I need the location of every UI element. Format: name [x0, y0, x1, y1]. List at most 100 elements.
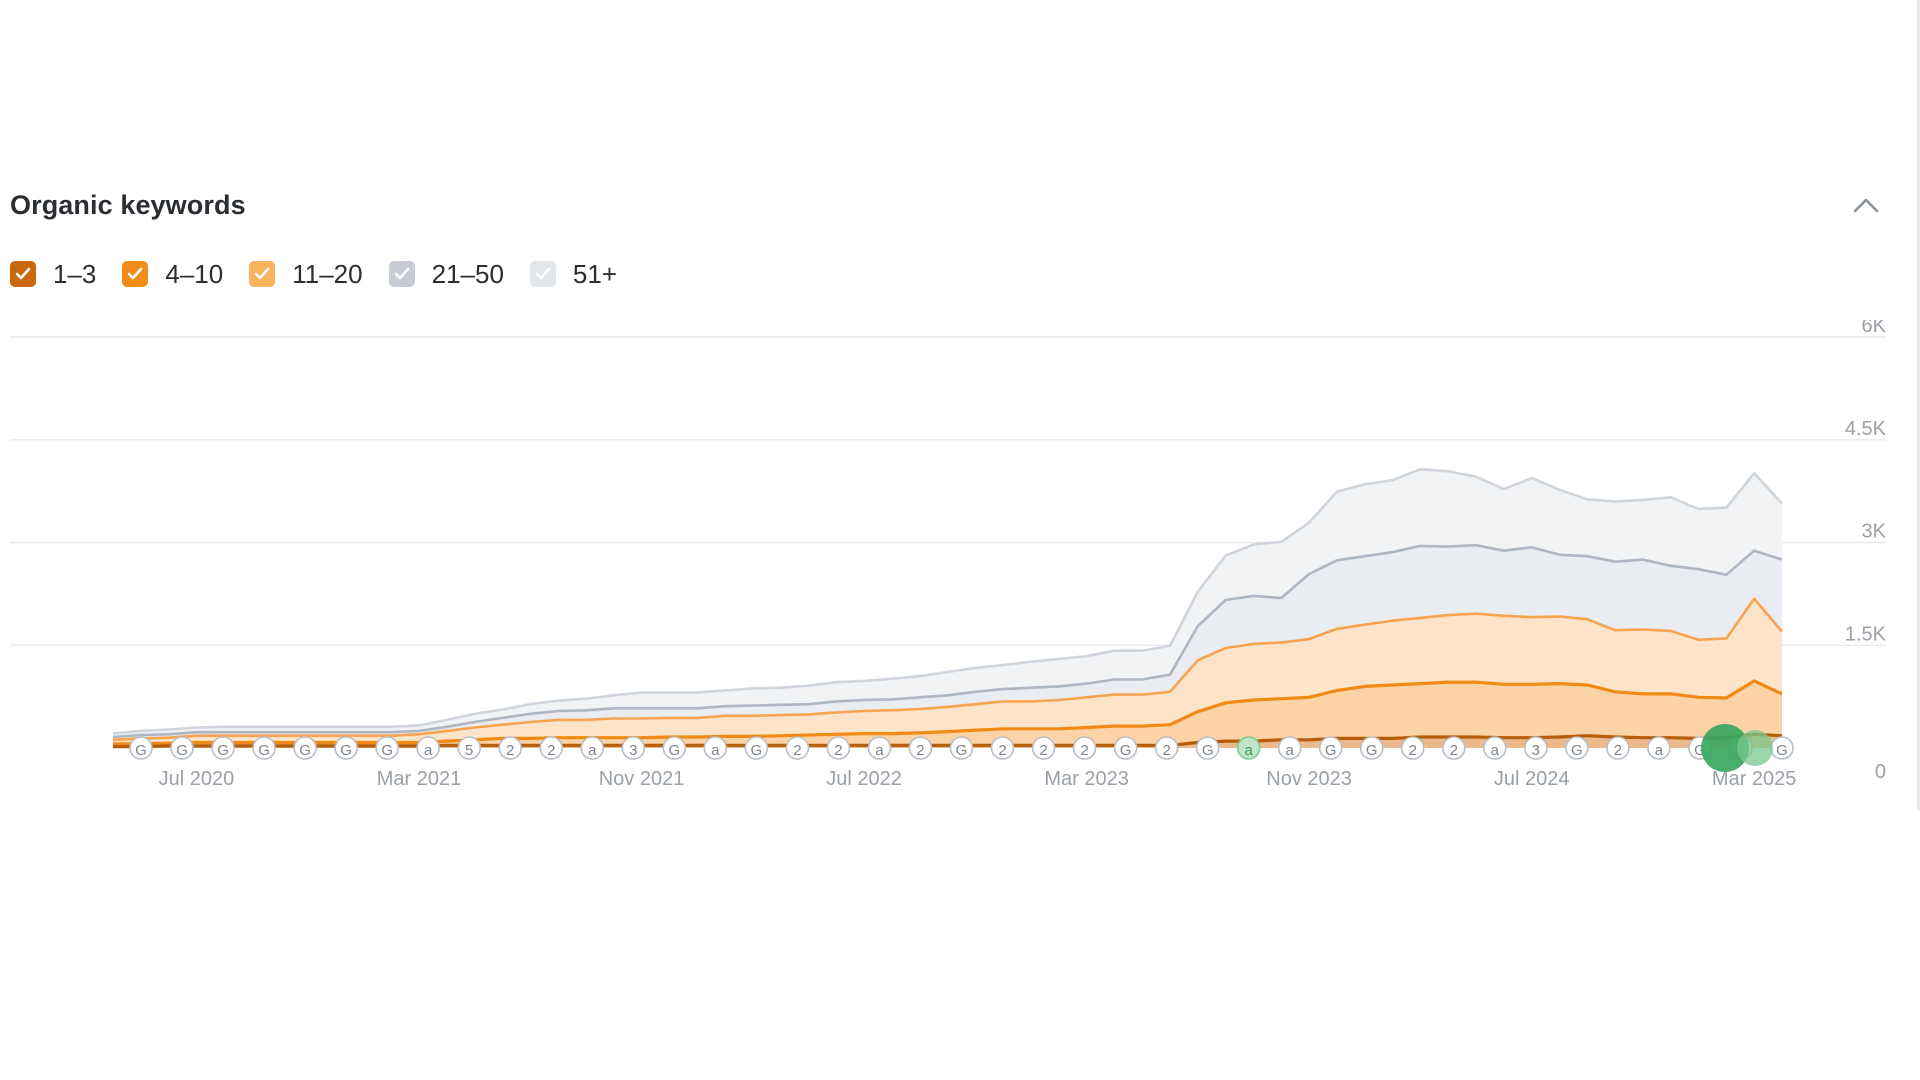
update-marker-label: 2 — [834, 742, 842, 759]
update-marker-label: 2 — [916, 742, 924, 759]
update-marker — [621, 736, 646, 760]
legend-item-4-10[interactable]: 4–10 — [122, 259, 223, 290]
update-marker — [1072, 736, 1097, 760]
legend-item-51-plus[interactable]: 51+ — [529, 258, 618, 290]
update-marker-label: 3 — [1532, 742, 1540, 759]
update-marker — [1442, 736, 1466, 760]
y-tick-label: 3K — [1862, 521, 1887, 543]
update-marker-label: G — [751, 742, 763, 759]
legend-checkbox[interactable] — [388, 261, 415, 287]
update-marker — [1277, 736, 1302, 760]
checkmark-icon — [535, 267, 551, 280]
update-marker — [662, 736, 687, 760]
legend-item-21-50[interactable]: 21–50 — [388, 258, 504, 290]
update-marker-label: G — [1325, 742, 1337, 759]
update-marker-label: G — [1571, 742, 1583, 759]
update-marker-label: 2 — [547, 742, 555, 759]
update-marker — [293, 736, 317, 760]
organic-keywords-chart[interactable]: 0 1.5K 3K 4.5K 6K Jul 2020 Mar 2021 Nov 2021 Jul… — [0, 315, 1920, 820]
update-marker — [252, 736, 276, 760]
update-marker — [1400, 736, 1425, 760]
update-marker — [1606, 736, 1630, 760]
update-marker — [1524, 736, 1548, 760]
update-marker — [826, 736, 851, 760]
update-marker-label: 2 — [998, 742, 1006, 759]
update-marker-label: 2 — [1450, 742, 1458, 759]
x-tick-label: Mar 2025 — [1712, 768, 1797, 790]
update-marker — [211, 736, 235, 760]
update-marker-label: a — [1655, 742, 1664, 759]
legend-item-11-20[interactable]: 11–20 — [249, 259, 363, 290]
panel-header: Organic keywords — [10, 183, 1900, 227]
update-marker-label: a — [875, 742, 884, 759]
legend-label: 51+ — [572, 258, 618, 289]
update-marker-label: G — [217, 742, 229, 759]
update-marker-label: a — [1245, 742, 1254, 759]
update-marker-label: G — [1120, 742, 1132, 759]
update-marker — [1359, 736, 1384, 760]
update-marker-label: G — [135, 742, 147, 759]
legend-checkbox[interactable] — [529, 261, 556, 287]
update-marker-label: a — [711, 742, 720, 759]
update-marker-label: a — [424, 742, 433, 759]
update-marker — [1318, 736, 1343, 760]
update-marker — [908, 736, 933, 760]
x-tick-label: Jul 2022 — [826, 768, 902, 790]
x-tick-label: Nov 2021 — [599, 768, 685, 790]
update-marker — [416, 736, 440, 760]
x-tick-label: Jul 2020 — [159, 768, 235, 790]
y-tick-label: 0 — [1875, 761, 1886, 783]
legend-item-1-3[interactable]: 1–3 — [10, 259, 96, 290]
update-marker — [1236, 736, 1261, 760]
update-marker-label: a — [1286, 742, 1295, 759]
update-marker — [1113, 736, 1138, 760]
x-tick-label: Jul 2024 — [1494, 768, 1570, 790]
area-series-21-50 — [113, 545, 1782, 740]
update-marker-label: G — [1694, 742, 1706, 759]
collapse-button[interactable] — [1846, 185, 1886, 225]
update-marker-label: G — [176, 742, 188, 759]
checkmark-icon — [254, 267, 270, 280]
update-marker — [580, 736, 605, 760]
update-marker-label: G — [668, 742, 680, 759]
update-marker-label: G — [956, 742, 968, 759]
legend-checkbox[interactable] — [249, 261, 276, 287]
chart-area[interactable]: 0 1.5K 3K 4.5K 6K Jul 2020 Mar 2021 Nov 2021 Jul… — [0, 315, 1920, 820]
update-marker — [949, 736, 974, 760]
update-marker-label: 2 — [506, 742, 514, 759]
legend-label: 21–50 — [431, 258, 504, 289]
chevron-up-icon — [1853, 198, 1879, 213]
legend-checkbox[interactable] — [10, 261, 36, 287]
update-marker-label: 2 — [1614, 742, 1622, 759]
panel-border — [1917, 0, 1920, 810]
checkmark-icon — [15, 267, 31, 280]
chart-legend: 1–3 4–10 11–20 21–50 51+ — [10, 256, 643, 292]
update-marker — [744, 736, 769, 760]
line-series-11-20 — [112, 597, 1783, 742]
update-marker — [990, 736, 1015, 760]
update-marker-label: G — [340, 742, 352, 759]
update-marker — [129, 736, 153, 760]
update-marker-label: G — [258, 742, 270, 759]
update-marker — [1195, 736, 1220, 760]
area-series-4-10 — [113, 680, 1782, 747]
update-marker — [1154, 736, 1179, 760]
update-marker-label: 3 — [629, 742, 637, 759]
update-marker — [170, 736, 194, 760]
legend-checkbox[interactable] — [122, 261, 149, 287]
update-marker-label: a — [588, 742, 597, 759]
update-marker — [1565, 736, 1589, 760]
line-series-51-plus — [112, 467, 1783, 735]
update-marker-label: 2 — [1080, 742, 1088, 759]
update-marker-label: 2 — [1039, 742, 1047, 759]
legend-label: 1–3 — [53, 258, 97, 289]
legend-label: 4–10 — [165, 258, 224, 289]
update-marker-label: 2 — [1162, 742, 1170, 759]
update-marker-label: G — [1776, 742, 1788, 759]
update-marker — [498, 736, 523, 760]
update-marker — [867, 736, 892, 760]
update-marker — [785, 736, 810, 760]
update-marker-label: G — [299, 742, 311, 759]
update-marker — [457, 736, 482, 760]
